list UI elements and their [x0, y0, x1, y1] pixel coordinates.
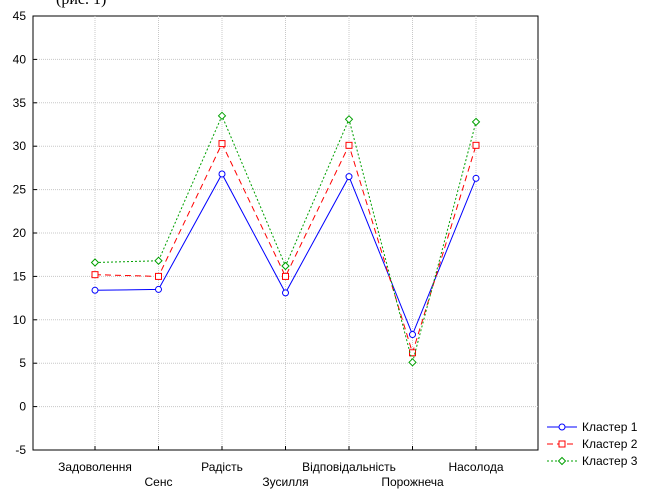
x-tick-label: Відповідальність — [302, 460, 396, 474]
x-tick-label: Зусилля — [262, 475, 308, 489]
data-point-1 — [91, 286, 99, 294]
y-tick-label: 40 — [13, 52, 27, 66]
legend-label-3: Кластер 3 — [582, 454, 638, 468]
y-axis-ticks: -5 0 5 10 15 20 25 30 35 40 45 — [13, 9, 37, 457]
series-layer — [90, 111, 481, 367]
data-point-3 — [90, 258, 100, 267]
data-point-1 — [472, 174, 480, 182]
y-tick-label: 45 — [13, 9, 27, 23]
y-tick-label: 15 — [13, 269, 27, 283]
data-point-1 — [345, 173, 353, 181]
x-axis-ticks: Задоволення Сенс Радість ЗусилляВідповідаль… — [58, 446, 504, 489]
y-tick-label: 35 — [13, 96, 27, 110]
header-fragment: (рис. 1) — [56, 0, 106, 9]
grid-lines — [33, 16, 538, 450]
x-tick-label: Насолода — [448, 460, 503, 474]
y-tick-label: 10 — [13, 313, 27, 327]
legend-marker-2 — [558, 440, 566, 448]
legend-marker-3 — [557, 456, 567, 466]
y-tick-label: -5 — [15, 443, 26, 457]
data-point-3 — [217, 111, 227, 121]
legend-label-1: Кластер 1 — [582, 420, 638, 434]
legend-marker-1 — [558, 423, 566, 431]
x-tick-label: Радість — [201, 460, 243, 474]
data-point-3 — [471, 117, 481, 127]
y-tick-label: 20 — [13, 226, 27, 240]
y-tick-label: 5 — [19, 356, 26, 370]
x-tick-label: Сенс — [145, 475, 173, 489]
data-point-2 — [155, 272, 162, 280]
y-tick-label: 25 — [13, 183, 27, 197]
data-point-3 — [408, 358, 417, 367]
data-point-3 — [154, 256, 163, 265]
data-point-3 — [281, 261, 290, 271]
data-point-2 — [218, 140, 226, 148]
y-tick-label: 30 — [13, 139, 27, 153]
data-point-1 — [409, 331, 416, 339]
y-tick-label: 0 — [19, 400, 26, 414]
data-point-1 — [218, 170, 226, 178]
data-point-2 — [282, 272, 289, 280]
data-point-2 — [472, 141, 480, 149]
legend-label-2: Кластер 2 — [582, 437, 638, 451]
legend: Кластер 1 Кластер 2 Кластер 3 — [547, 420, 638, 468]
data-point-1 — [282, 289, 289, 297]
data-point-3 — [344, 115, 354, 124]
x-tick-label: Порожнеча — [381, 475, 444, 489]
data-point-2 — [91, 271, 99, 279]
data-point-2 — [345, 141, 353, 149]
data-point-1 — [155, 285, 162, 293]
x-tick-label: Задоволення — [58, 460, 132, 474]
